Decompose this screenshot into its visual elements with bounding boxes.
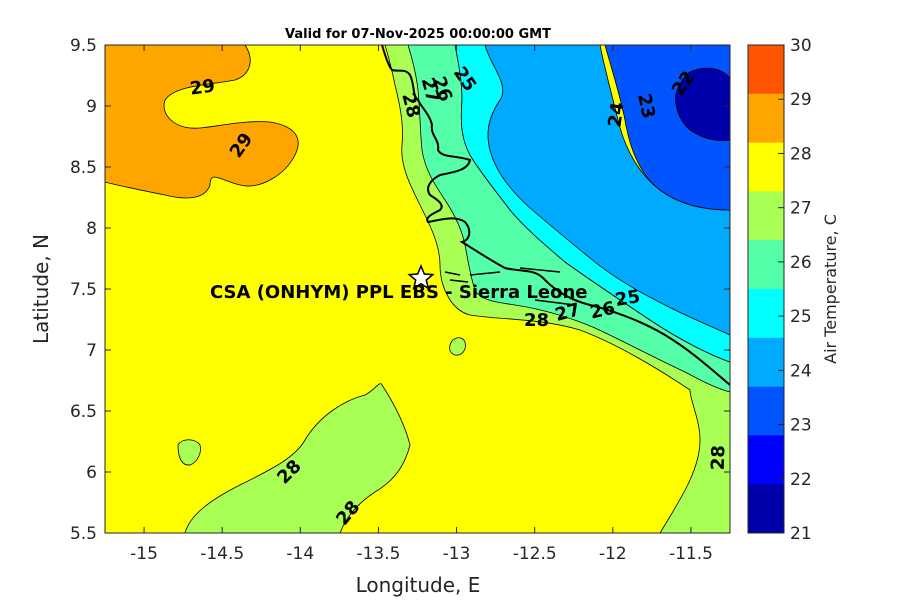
colorbar-segment [748,289,784,339]
x-tick-label: -11.5 [669,544,713,564]
colorbar-tick-label: 27 [790,199,812,219]
contour-label-28: 28 [708,445,730,471]
site-label: CSA (ONHYM) PPL EBS - Sierra Leone [210,282,587,303]
coastline [381,45,730,386]
x-tick-label: -13 [443,544,471,564]
colorbar-tick-label: 21 [790,524,812,544]
colorbar-frame [747,44,785,534]
x-tick-label: -15 [130,544,158,564]
y-tick-label: 7 [86,341,97,361]
x-axis-ticks: -15 -14.5 -14 -13.5 -13 -12.5 -12 -11.5 [130,45,713,564]
colorbar-segment [748,240,784,290]
colorbar-tick-label: 26 [790,253,812,273]
y-tick-label: 7.5 [70,280,97,300]
contour-label-28: 28 [524,310,549,331]
y-tick-label: 5.5 [70,524,97,544]
colorbar-segment [748,435,784,485]
y-tick-label: 6.5 [70,402,97,422]
contour-label-26: 26 [588,298,617,324]
y-axis-ticks: 9.5 9 8.5 8 7.5 7 6.5 6 5.5 [70,36,730,544]
colorbar-tick-label: 25 [790,307,812,327]
colorbar: 30 29 28 27 26 25 24 23 22 21 [747,36,812,544]
colorbar-tick-label: 22 [790,470,812,490]
contour-label-23: 23 [633,92,659,121]
coastline-islands [444,267,576,306]
contour-label-25: 25 [613,286,641,311]
colorbar-tick-label: 28 [790,144,812,164]
colorbar-tick-label: 23 [790,416,812,436]
colorbar-segment [748,386,784,436]
band-27-south [184,383,411,533]
colorbar-segment [748,45,784,95]
map-plot-area [105,45,730,533]
colorbar-segment [748,484,784,534]
colorbar-tick-label: 29 [790,90,812,110]
x-tick-label: -14 [286,544,314,564]
colorbar-segment [748,142,784,192]
x-tick-label: -13.5 [356,544,400,564]
star-icon [407,264,435,290]
x-tick-label: -12.5 [513,544,557,564]
band-27-small-patch [449,337,466,356]
y-tick-label: 8 [86,219,97,239]
band-24 [484,45,730,336]
y-axis-label: Latitude, N [29,234,53,344]
band-22 [675,67,730,142]
band-29-nw [105,45,299,199]
site-marker: CSA (ONHYM) PPL EBS - Sierra Leone [210,264,587,303]
colorbar-tick-label: 30 [790,36,812,56]
colorbar-segment [748,337,784,388]
band-27-sw-patch [177,439,201,466]
x-tick-label: -12 [599,544,627,564]
x-tick-label: -14.5 [200,544,244,564]
colorbar-tick-label: 24 [790,361,812,381]
contour-label-29: 29 [189,75,217,99]
colorbar-segment [748,191,784,241]
y-tick-label: 9 [86,97,97,117]
contour-label-24: 24 [604,101,628,129]
colorbar-label: Air Temperature, C [821,214,840,364]
map-title: Valid for 07-Nov-2025 00:00:00 GMT [285,27,551,42]
colorbar-segment [748,93,784,144]
x-axis-label: Longitude, E [356,573,481,597]
y-tick-label: 8.5 [70,158,97,178]
y-tick-label: 6 [86,463,97,483]
y-tick-label: 9.5 [70,36,97,56]
